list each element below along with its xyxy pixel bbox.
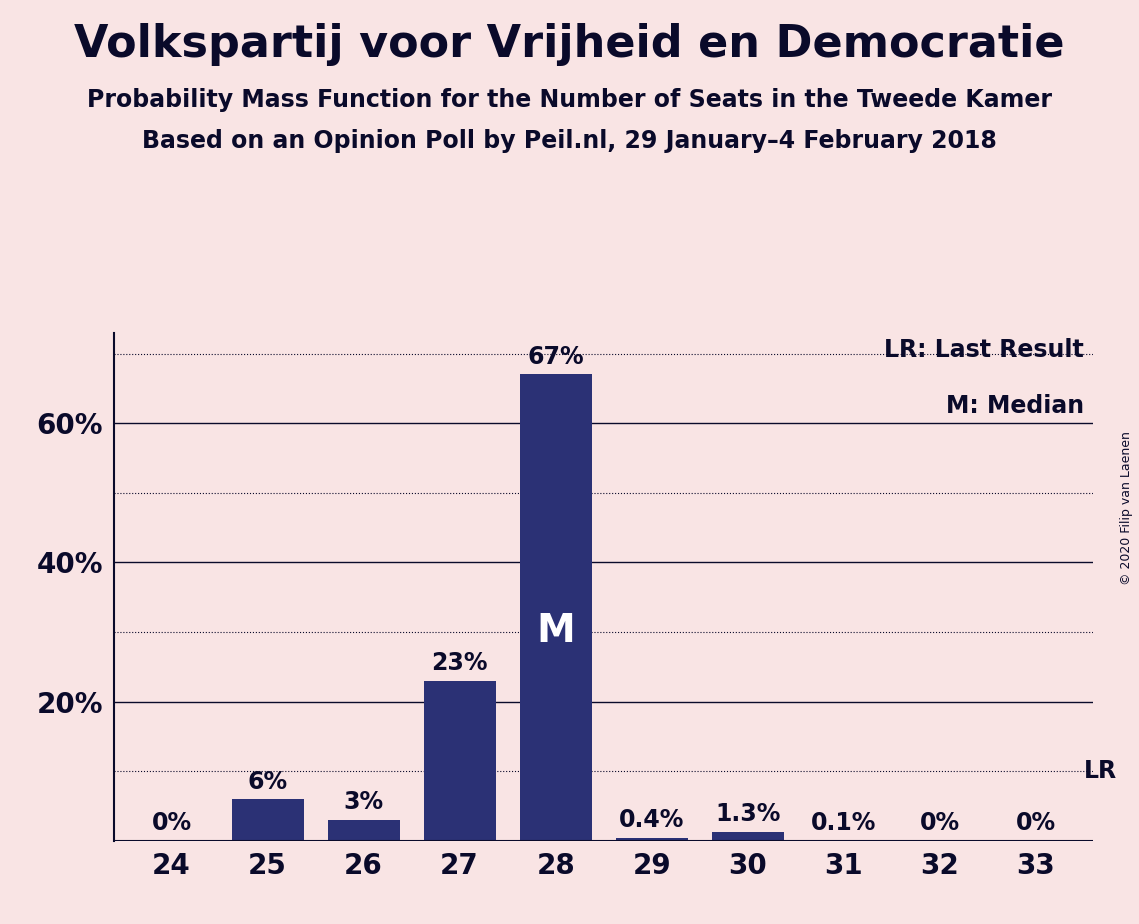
Bar bbox=[231, 799, 304, 841]
Text: M: M bbox=[536, 612, 575, 650]
Text: LR: LR bbox=[1084, 760, 1117, 784]
Text: 3%: 3% bbox=[344, 790, 384, 814]
Text: LR: Last Result: LR: Last Result bbox=[884, 337, 1083, 361]
Text: © 2020 Filip van Laenen: © 2020 Filip van Laenen bbox=[1121, 432, 1133, 585]
Text: M: Median: M: Median bbox=[945, 394, 1083, 418]
Text: 0%: 0% bbox=[1016, 811, 1056, 835]
Text: 0.4%: 0.4% bbox=[618, 808, 685, 833]
Text: 0.1%: 0.1% bbox=[811, 810, 876, 834]
Text: 23%: 23% bbox=[432, 651, 487, 675]
Text: 1.3%: 1.3% bbox=[715, 802, 780, 826]
Text: Based on an Opinion Poll by Peil.nl, 29 January–4 February 2018: Based on an Opinion Poll by Peil.nl, 29 … bbox=[142, 129, 997, 153]
Text: 0%: 0% bbox=[151, 811, 191, 835]
Bar bbox=[424, 681, 495, 841]
Text: 6%: 6% bbox=[247, 770, 288, 794]
Bar bbox=[712, 832, 784, 841]
Bar bbox=[616, 838, 688, 841]
Text: Volkspartij voor Vrijheid en Democratie: Volkspartij voor Vrijheid en Democratie bbox=[74, 23, 1065, 67]
Bar bbox=[519, 374, 591, 841]
Text: 0%: 0% bbox=[919, 811, 960, 835]
Bar bbox=[328, 820, 400, 841]
Text: Probability Mass Function for the Number of Seats in the Tweede Kamer: Probability Mass Function for the Number… bbox=[87, 88, 1052, 112]
Text: 67%: 67% bbox=[527, 345, 584, 369]
